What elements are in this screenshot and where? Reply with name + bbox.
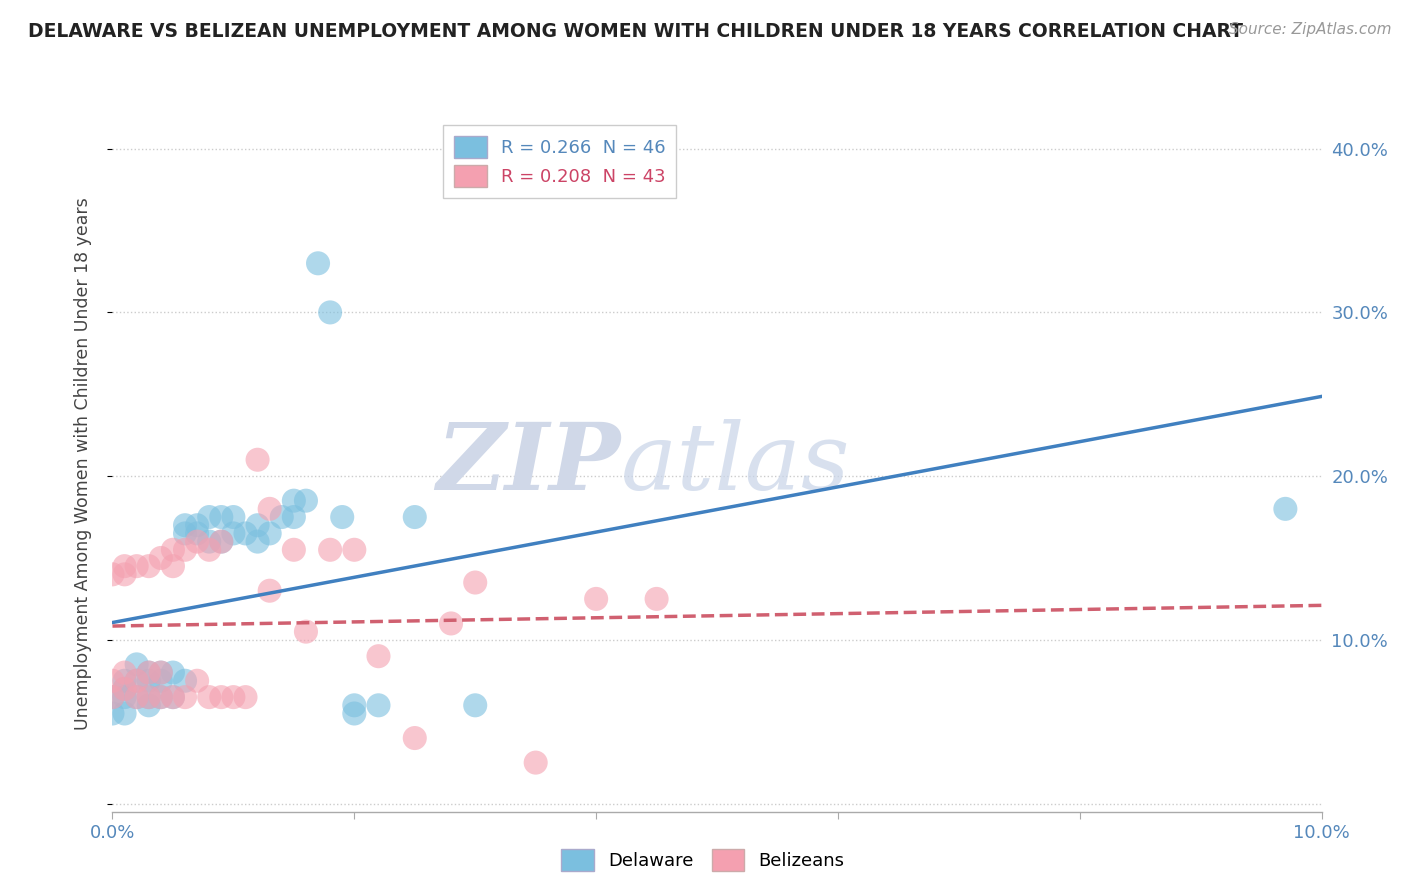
Point — [222, 510, 245, 524]
Point — [114, 665, 136, 680]
Point — [186, 526, 208, 541]
Point — [367, 649, 389, 664]
Point — [198, 510, 221, 524]
Point — [149, 673, 172, 688]
Point — [174, 673, 197, 688]
Point — [125, 690, 148, 705]
Text: atlas: atlas — [620, 419, 849, 508]
Point — [162, 542, 184, 557]
Point — [259, 583, 281, 598]
Point — [295, 624, 318, 639]
Point — [101, 673, 124, 688]
Point — [125, 673, 148, 688]
Point — [209, 534, 232, 549]
Point — [114, 559, 136, 574]
Point — [209, 510, 232, 524]
Text: ZIP: ZIP — [436, 419, 620, 508]
Point — [138, 665, 160, 680]
Point — [645, 591, 668, 606]
Point — [524, 756, 547, 770]
Text: Source: ZipAtlas.com: Source: ZipAtlas.com — [1229, 22, 1392, 37]
Point — [246, 518, 269, 533]
Point — [343, 706, 366, 721]
Point — [295, 493, 318, 508]
Point — [138, 690, 160, 705]
Point — [246, 452, 269, 467]
Point — [259, 501, 281, 516]
Point — [162, 559, 184, 574]
Point — [149, 665, 172, 680]
Point — [404, 731, 426, 745]
Point — [114, 567, 136, 582]
Point — [209, 534, 232, 549]
Point — [283, 493, 305, 508]
Point — [114, 681, 136, 696]
Point — [404, 510, 426, 524]
Point — [585, 591, 607, 606]
Point — [138, 665, 160, 680]
Point — [259, 526, 281, 541]
Point — [114, 681, 136, 696]
Point — [162, 665, 184, 680]
Text: DELAWARE VS BELIZEAN UNEMPLOYMENT AMONG WOMEN WITH CHILDREN UNDER 18 YEARS CORRE: DELAWARE VS BELIZEAN UNEMPLOYMENT AMONG … — [28, 22, 1243, 41]
Point — [307, 256, 329, 270]
Point — [149, 551, 172, 566]
Point — [198, 542, 221, 557]
Point — [149, 665, 172, 680]
Point — [440, 616, 463, 631]
Point — [464, 575, 486, 590]
Point — [149, 690, 172, 705]
Point — [174, 690, 197, 705]
Point — [138, 559, 160, 574]
Point — [149, 690, 172, 705]
Y-axis label: Unemployment Among Women with Children Under 18 years: Unemployment Among Women with Children U… — [73, 197, 91, 731]
Point — [174, 518, 197, 533]
Point — [114, 673, 136, 688]
Point — [101, 567, 124, 582]
Point — [222, 690, 245, 705]
Point — [114, 706, 136, 721]
Point — [343, 542, 366, 557]
Point — [246, 534, 269, 549]
Point — [138, 690, 160, 705]
Point — [283, 542, 305, 557]
Point — [367, 698, 389, 713]
Point — [343, 698, 366, 713]
Point — [125, 657, 148, 672]
Legend: Delaware, Belizeans: Delaware, Belizeans — [554, 842, 852, 879]
Point — [138, 698, 160, 713]
Point — [186, 534, 208, 549]
Point — [138, 673, 160, 688]
Point — [319, 542, 342, 557]
Point — [1274, 501, 1296, 516]
Point — [101, 690, 124, 705]
Point — [162, 690, 184, 705]
Point — [222, 526, 245, 541]
Point — [464, 698, 486, 713]
Point — [186, 673, 208, 688]
Point — [198, 534, 221, 549]
Point — [101, 690, 124, 705]
Point — [235, 526, 257, 541]
Point — [319, 305, 342, 319]
Point — [125, 673, 148, 688]
Point — [174, 526, 197, 541]
Point — [270, 510, 292, 524]
Point — [186, 518, 208, 533]
Point — [209, 690, 232, 705]
Point — [125, 690, 148, 705]
Point — [101, 706, 124, 721]
Point — [330, 510, 353, 524]
Point — [125, 559, 148, 574]
Point — [283, 510, 305, 524]
Point — [114, 690, 136, 705]
Point — [162, 690, 184, 705]
Point — [235, 690, 257, 705]
Legend: R = 0.266  N = 46, R = 0.208  N = 43: R = 0.266 N = 46, R = 0.208 N = 43 — [443, 125, 676, 198]
Point — [198, 690, 221, 705]
Point — [174, 542, 197, 557]
